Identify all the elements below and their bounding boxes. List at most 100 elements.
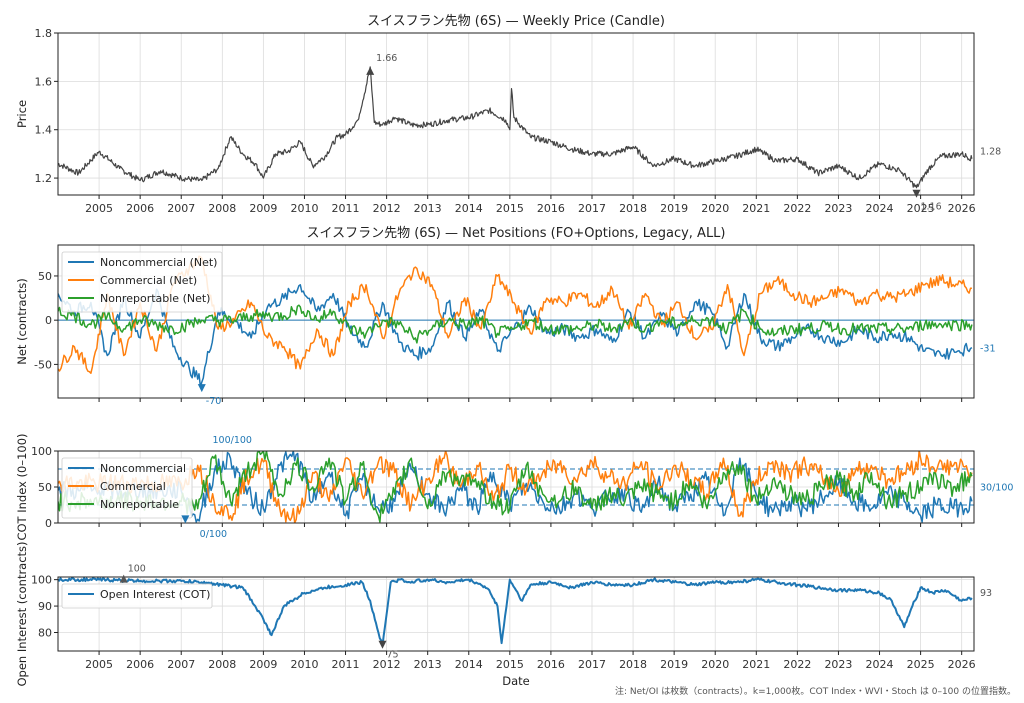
- plot-frame-2: [57, 450, 975, 524]
- x-tick-label: 2009: [249, 202, 277, 215]
- legend-box: [61, 251, 223, 313]
- x-tick-label: 2022: [783, 202, 811, 215]
- plot-frame-3: [57, 576, 975, 652]
- series-line-3-0: [58, 577, 973, 647]
- x-tick-label: 2015: [496, 202, 524, 215]
- x-tick-label: 2026: [948, 658, 976, 671]
- y-tick-label: 1.8: [35, 27, 53, 40]
- last-annotation: 30/100: [980, 483, 1013, 494]
- x-tick-label: 2016: [537, 202, 565, 215]
- y-tick-label: 50: [38, 481, 52, 494]
- legend-entry: Nonreportable (Net): [100, 292, 210, 305]
- panel-0: 1.2 1.4 1.6 1.8 2005 2006 2007 2008 2009 2010 2011…: [15, 14, 976, 215]
- panel-3: 100 90 80 2005 2006 2007 2008 2009 2010 2011 2012 2…: [15, 541, 976, 686]
- x-tick-label: 2006: [126, 202, 154, 215]
- min-marker: [912, 189, 921, 198]
- max-marker: [366, 66, 375, 75]
- min-marker: [378, 640, 387, 649]
- x-tick-label: 2007: [167, 202, 195, 215]
- x-tick-label: 2024: [866, 202, 894, 215]
- y-tick-label: 1.2: [35, 172, 53, 185]
- x-tick-label: 2019: [660, 202, 688, 215]
- x-tick-label: 2022: [783, 658, 811, 671]
- legend-entry: Open Interest (COT): [100, 588, 210, 601]
- panel-2: 100 50 0 COT Index (0–100) Noncommercial Comm…: [15, 433, 975, 541]
- x-tick-label: 2007: [167, 658, 195, 671]
- min-annotation: 1.16: [920, 202, 941, 213]
- y-tick-label: 1.6: [35, 75, 53, 88]
- max-annotation: 100/100: [213, 435, 252, 446]
- max-marker: [119, 574, 128, 583]
- x-tick-label: 2021: [742, 658, 770, 671]
- min-annotation: -70: [206, 396, 222, 407]
- max-annotation: 1.66: [376, 53, 397, 64]
- y-tick-label: 50: [38, 270, 52, 283]
- legend-box: [61, 583, 213, 609]
- x-tick-label: 2011: [332, 202, 360, 215]
- x-tick-label: 2010: [290, 202, 318, 215]
- x-tick-label: 2018: [619, 658, 647, 671]
- y-tick-label: 0: [45, 314, 52, 327]
- panel-title: スイスフラン先物 (6S) — Weekly Price (Candle): [367, 14, 665, 29]
- last-annotation: 93: [980, 588, 992, 599]
- x-tick-label: 2017: [578, 658, 606, 671]
- gridlines-0: [58, 32, 974, 195]
- x-tick-label: 2014: [455, 202, 483, 215]
- x-tick-label: 2008: [208, 658, 236, 671]
- plot-frame-0: [57, 32, 975, 196]
- y-axis-label: Net (contracts): [15, 278, 29, 365]
- x-tick-label: 2013: [414, 658, 442, 671]
- y-axis-label: Open Interest (contracts): [15, 541, 29, 686]
- x-tick-label: 2023: [824, 202, 852, 215]
- y-tick-label: 1.4: [35, 124, 53, 137]
- x-tick-label: 2020: [701, 202, 729, 215]
- x-tick-label: 2017: [578, 202, 606, 215]
- x-tick-label: 2005: [85, 202, 113, 215]
- x-tick-label: 2014: [455, 658, 483, 671]
- x-tick-label: 2025: [907, 658, 935, 671]
- footnote: 注: Net/OI は枚数（contracts）。k=1,000枚。COT In…: [615, 685, 1016, 697]
- legend-entry: Commercial: [100, 480, 166, 493]
- min-annotation: 0/100: [200, 529, 227, 540]
- panel-1: 50 0 -50 スイスフラン先物 (6S) — Net Positions (FO+…: [15, 226, 975, 402]
- x-tick-label: 2005: [85, 658, 113, 671]
- x-tick-label: 2012: [373, 658, 401, 671]
- y-tick-label: 90: [38, 600, 52, 613]
- x-tick-label: 2026: [948, 202, 976, 215]
- y-tick-label: -50: [34, 358, 52, 371]
- y-tick-label: 100: [31, 445, 52, 458]
- last-annotation: 1.28: [980, 147, 1001, 158]
- panel-title: スイスフラン先物 (6S) — Net Positions (FO+Option…: [306, 226, 725, 241]
- min-annotation: 75: [387, 650, 399, 661]
- x-tick-label: 2006: [126, 658, 154, 671]
- x-tick-label: 2009: [249, 658, 277, 671]
- x-tick-label: 2008: [208, 202, 236, 215]
- min-marker: [197, 384, 206, 393]
- series-line-1-2: [58, 304, 973, 344]
- x-tick-label: 2010: [290, 658, 318, 671]
- x-tick-label: 2019: [660, 658, 688, 671]
- x-tick-label: 2012: [373, 202, 401, 215]
- y-axis-label: Price: [15, 100, 29, 128]
- y-tick-label: 0: [45, 517, 52, 530]
- legend-entry: Nonreportable: [100, 498, 179, 511]
- legend-entry: Noncommercial: [100, 462, 186, 475]
- x-tick-label: 2011: [332, 658, 360, 671]
- x-axis-label: Date: [502, 674, 530, 688]
- last-annotation: -31: [980, 344, 996, 355]
- legend-entry: Noncommercial (Net): [100, 256, 217, 269]
- plot-frame-1: [57, 244, 975, 399]
- x-tick-label: 2018: [619, 202, 647, 215]
- x-tick-label: 2016: [537, 658, 565, 671]
- x-tick-label: 2020: [701, 658, 729, 671]
- x-tick-label: 2025: [907, 202, 935, 215]
- series-line-0-0: [58, 66, 973, 189]
- legend-entry: Commercial (Net): [100, 274, 197, 287]
- x-tick-label: 2023: [824, 658, 852, 671]
- y-axis-label: COT Index (0–100): [15, 433, 29, 540]
- legend-box: [61, 457, 193, 519]
- max-annotation: 100: [128, 564, 146, 575]
- series-line-2-1: [58, 451, 973, 523]
